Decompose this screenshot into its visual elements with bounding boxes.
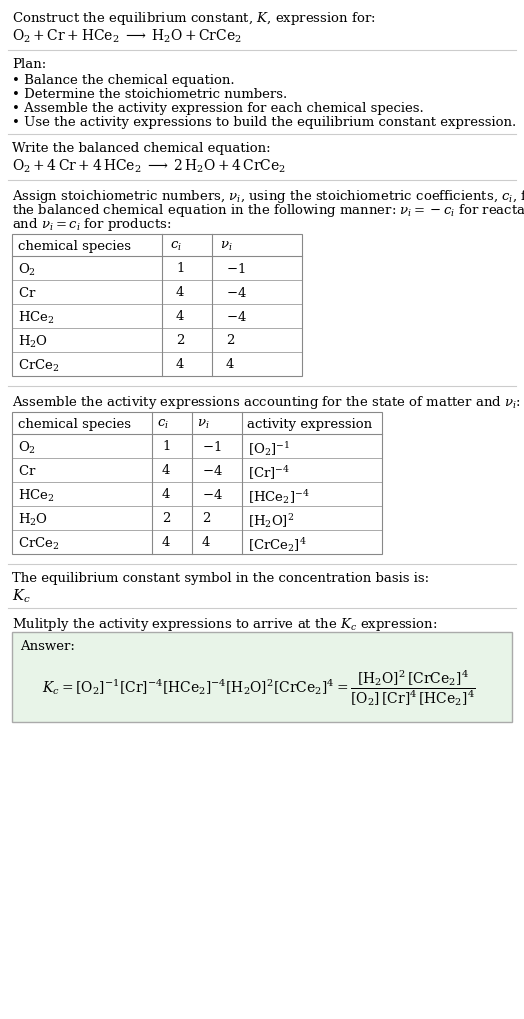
Text: $\mathrm{HCe_2}$: $\mathrm{HCe_2}$: [18, 310, 54, 326]
Text: $\mathrm{Cr}$: $\mathrm{Cr}$: [18, 464, 37, 478]
Text: $\mathrm{HCe_2}$: $\mathrm{HCe_2}$: [18, 488, 54, 504]
Text: $-4$: $-4$: [202, 488, 223, 502]
Text: $[\mathrm{H_2O}]^{2}$: $[\mathrm{H_2O}]^{2}$: [248, 512, 294, 530]
Text: 2: 2: [202, 512, 210, 525]
Text: The equilibrium constant symbol in the concentration basis is:: The equilibrium constant symbol in the c…: [12, 572, 429, 585]
Text: $\mathrm{O_2}$: $\mathrm{O_2}$: [18, 262, 36, 278]
Text: and $\nu_i = c_i$ for products:: and $\nu_i = c_i$ for products:: [12, 216, 171, 233]
Text: chemical species: chemical species: [18, 240, 131, 253]
Text: Mulitply the activity expressions to arrive at the $K_c$ expression:: Mulitply the activity expressions to arr…: [12, 616, 438, 633]
Bar: [12, 234, 302, 376]
Text: activity expression: activity expression: [247, 418, 372, 431]
Text: $\mathrm{Cr}$: $\mathrm{Cr}$: [18, 286, 37, 300]
Text: $c_i$: $c_i$: [157, 418, 169, 431]
Text: $-4$: $-4$: [202, 464, 223, 478]
Text: Assign stoichiometric numbers, $\nu_i$, using the stoichiometric coefficients, $: Assign stoichiometric numbers, $\nu_i$, …: [12, 187, 524, 205]
Text: 4: 4: [202, 536, 210, 549]
Text: 4: 4: [176, 358, 184, 371]
Text: $[\mathrm{O_2}]^{-1}$: $[\mathrm{O_2}]^{-1}$: [248, 440, 290, 458]
Text: 4: 4: [162, 464, 170, 477]
Text: chemical species: chemical species: [18, 418, 131, 431]
Text: $-4$: $-4$: [226, 310, 247, 324]
Text: • Balance the chemical equation.: • Balance the chemical equation.: [12, 74, 235, 87]
Text: $[\mathrm{Cr}]^{-4}$: $[\mathrm{Cr}]^{-4}$: [248, 464, 290, 482]
Text: • Determine the stoichiometric numbers.: • Determine the stoichiometric numbers.: [12, 88, 287, 101]
Text: $\mathrm{H_2O}$: $\mathrm{H_2O}$: [18, 334, 48, 351]
Bar: [12, 412, 382, 554]
Text: $-1$: $-1$: [202, 440, 222, 454]
Text: Assemble the activity expressions accounting for the state of matter and $\nu_i$: Assemble the activity expressions accoun…: [12, 394, 521, 411]
Text: 4: 4: [162, 536, 170, 549]
Text: $\mathrm{CrCe_2}$: $\mathrm{CrCe_2}$: [18, 536, 60, 552]
Text: • Assemble the activity expression for each chemical species.: • Assemble the activity expression for e…: [12, 102, 424, 115]
Text: $[\mathrm{HCe_2}]^{-4}$: $[\mathrm{HCe_2}]^{-4}$: [248, 488, 310, 506]
Bar: [12, 632, 512, 722]
Text: Write the balanced chemical equation:: Write the balanced chemical equation:: [12, 142, 270, 155]
Text: 4: 4: [176, 310, 184, 323]
Text: 2: 2: [176, 334, 184, 347]
Text: Answer:: Answer:: [20, 640, 75, 653]
Text: $\mathrm{CrCe_2}$: $\mathrm{CrCe_2}$: [18, 358, 60, 374]
Text: the balanced chemical equation in the following manner: $\nu_i = -c_i$ for react: the balanced chemical equation in the fo…: [12, 202, 524, 219]
Text: 2: 2: [162, 512, 170, 525]
Text: $-4$: $-4$: [226, 286, 247, 300]
Text: $\mathrm{H_2O}$: $\mathrm{H_2O}$: [18, 512, 48, 528]
Text: 1: 1: [162, 440, 170, 453]
Text: 1: 1: [176, 262, 184, 275]
Text: $c_i$: $c_i$: [170, 240, 182, 253]
Text: $\nu_i$: $\nu_i$: [220, 240, 233, 253]
Text: Construct the equilibrium constant, $K$, expression for:: Construct the equilibrium constant, $K$,…: [12, 10, 376, 26]
Text: • Use the activity expressions to build the equilibrium constant expression.: • Use the activity expressions to build …: [12, 116, 516, 129]
Text: $\mathrm{O_2}$: $\mathrm{O_2}$: [18, 440, 36, 457]
Text: $[\mathrm{CrCe_2}]^{4}$: $[\mathrm{CrCe_2}]^{4}$: [248, 536, 307, 554]
Text: 4: 4: [176, 286, 184, 299]
Text: $-1$: $-1$: [226, 262, 246, 276]
Text: $K_c$: $K_c$: [12, 588, 31, 605]
Text: 2: 2: [226, 334, 234, 347]
Text: $\mathrm{O_2 + Cr + HCe_2 \;\longrightarrow\; H_2O + CrCe_2}$: $\mathrm{O_2 + Cr + HCe_2 \;\longrightar…: [12, 28, 242, 46]
Text: $\nu_i$: $\nu_i$: [197, 418, 210, 431]
Text: Plan:: Plan:: [12, 58, 46, 71]
Text: $K_c = [\mathrm{O_2}]^{-1}[\mathrm{Cr}]^{-4}[\mathrm{HCe_2}]^{-4}[\mathrm{H_2O}]: $K_c = [\mathrm{O_2}]^{-1}[\mathrm{Cr}]^…: [42, 668, 476, 708]
Text: 4: 4: [226, 358, 234, 371]
Text: $\mathrm{O_2 + 4\,Cr + 4\,HCe_2 \;\longrightarrow\; 2\,H_2O + 4\,CrCe_2}$: $\mathrm{O_2 + 4\,Cr + 4\,HCe_2 \;\longr…: [12, 158, 286, 175]
Text: 4: 4: [162, 488, 170, 501]
